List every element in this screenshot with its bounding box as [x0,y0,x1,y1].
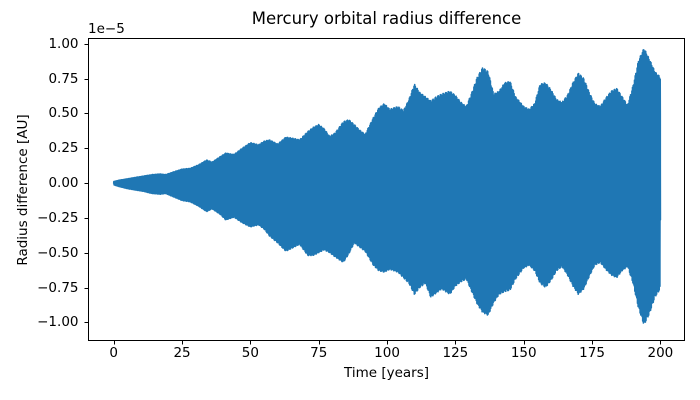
x-tick-label: 150 [510,345,537,361]
x-tick-label: 125 [442,345,469,361]
x-tick-label: 100 [374,345,400,361]
x-tick-label: 175 [579,345,605,361]
chart-title: Mercury orbital radius difference [251,9,522,28]
y-tick-label: −0.75 [37,279,79,296]
x-tick-label: 50 [241,345,259,361]
y-tick-label: 1.00 [48,35,79,52]
y-tick-label: 0.00 [48,175,79,192]
tick-marks [84,44,661,345]
y-tick-label: −0.25 [37,209,79,226]
y-tick-label: 0.25 [48,140,79,157]
y-tick-label: −0.50 [37,244,79,261]
y-tick-label: 0.75 [48,70,79,87]
x-tick-label: 0 [109,345,118,361]
x-tick-label: 75 [310,345,328,361]
y-tick-label: 0.50 [48,105,79,122]
x-axis-label: Time [years] [343,365,429,381]
x-tick-label: 25 [173,345,191,361]
y-offset-label: 1e−5 [88,21,125,37]
y-tick-label: −1.00 [37,314,79,331]
axes-frame [88,38,685,341]
signal-line [112,49,662,324]
x-tick-label: 200 [647,345,674,361]
